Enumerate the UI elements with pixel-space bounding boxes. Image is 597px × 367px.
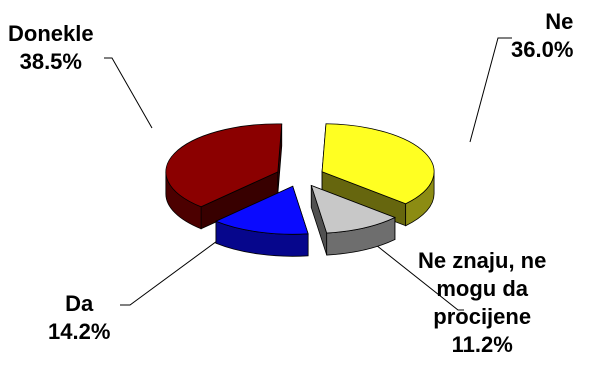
slice-name-ne-znaju-line3: procijene xyxy=(433,304,532,329)
leader-line-ne xyxy=(469,37,512,143)
leader-line-ne-znaju xyxy=(351,225,464,311)
leader-line-donekle xyxy=(104,57,153,129)
slice-value-ne: 36.0% xyxy=(511,37,574,62)
slice-label-da: Da 14.2% xyxy=(48,290,110,346)
slice-top-ne xyxy=(321,123,435,205)
slice-name-ne: Ne xyxy=(545,9,574,34)
slice-value-donekle: 38.5% xyxy=(19,49,82,74)
slice-label-donekle: Donekle 38.5% xyxy=(8,20,94,76)
slice-top-donekle xyxy=(165,123,283,208)
slice-label-ne-znaju: Ne znaju, ne mogu da procijene 11.2% xyxy=(418,247,546,359)
slice-name-da: Da xyxy=(65,291,94,316)
leader-lines xyxy=(104,37,512,311)
slice-name-ne-znaju-line2: mogu da xyxy=(436,276,529,301)
slice-top-ne-znaju-ne-mogu-da-procijene xyxy=(310,184,396,234)
leader-line-da xyxy=(120,229,233,306)
slice-top-da xyxy=(214,185,309,235)
slice-name-donekle: Donekle xyxy=(8,21,94,46)
slice-label-ne: Ne 36.0% xyxy=(511,8,573,64)
slice-value-da: 14.2% xyxy=(48,319,111,344)
slice-tops xyxy=(165,123,435,235)
slice-name-ne-znaju-line1: Ne znaju, ne xyxy=(418,248,547,273)
slice-value-ne-znaju: 11.2% xyxy=(451,332,513,357)
